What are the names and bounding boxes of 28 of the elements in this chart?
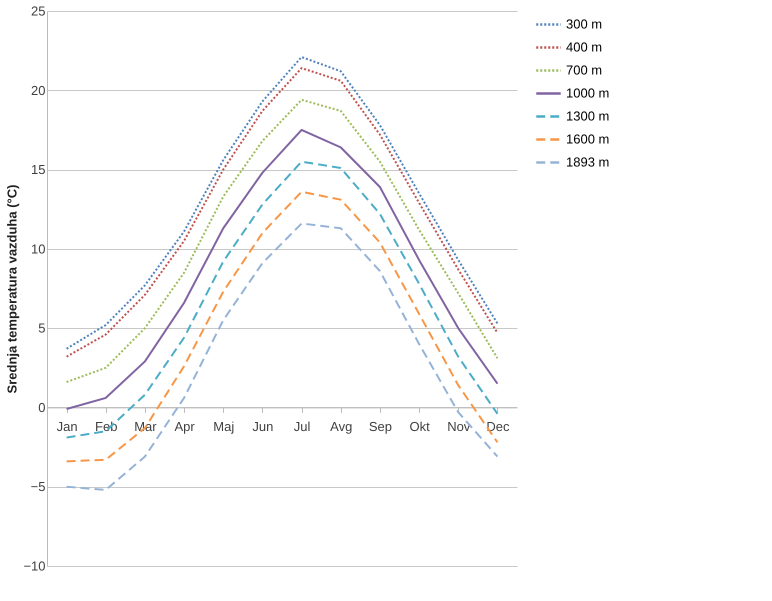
x-tick-label: Okt <box>409 418 430 434</box>
x-tick-label: Apr <box>174 418 196 434</box>
legend-label: 1600 m <box>566 132 610 146</box>
legend-label: 300 m <box>566 16 602 32</box>
y-tick-label: 20 <box>31 82 46 98</box>
line-series <box>66 98 498 384</box>
x-tick-label: Avg <box>330 418 352 434</box>
legend-label: 1300 m <box>566 108 610 124</box>
y-tick-label: −10 <box>23 558 46 574</box>
legend-label: 700 m <box>566 62 602 78</box>
legend-label: 1893 m <box>566 154 610 170</box>
y-tick-label: −5 <box>30 479 46 494</box>
x-tick-label: Nov <box>447 418 471 434</box>
legend-label: 1000 m <box>566 86 610 100</box>
x-tick-label: Jan <box>56 418 78 434</box>
x-tick-label: Jul <box>294 418 310 434</box>
y-axis-title: Srednja temperatura vazduha (°C) <box>4 184 20 394</box>
y-tick-label: 5 <box>38 320 46 336</box>
x-tick-label: Maj <box>213 418 234 434</box>
legend-label: 400 m <box>566 40 602 54</box>
y-tick-label: 25 <box>31 4 46 18</box>
x-tick-label: Jun <box>252 418 274 434</box>
y-tick-label: 10 <box>31 241 46 256</box>
y-tick-label: 0 <box>38 400 46 415</box>
x-tick-label: Mar <box>134 418 158 434</box>
line-series <box>66 128 498 410</box>
y-tick-label: 15 <box>31 162 46 178</box>
x-tick-label: Sep <box>368 418 392 434</box>
